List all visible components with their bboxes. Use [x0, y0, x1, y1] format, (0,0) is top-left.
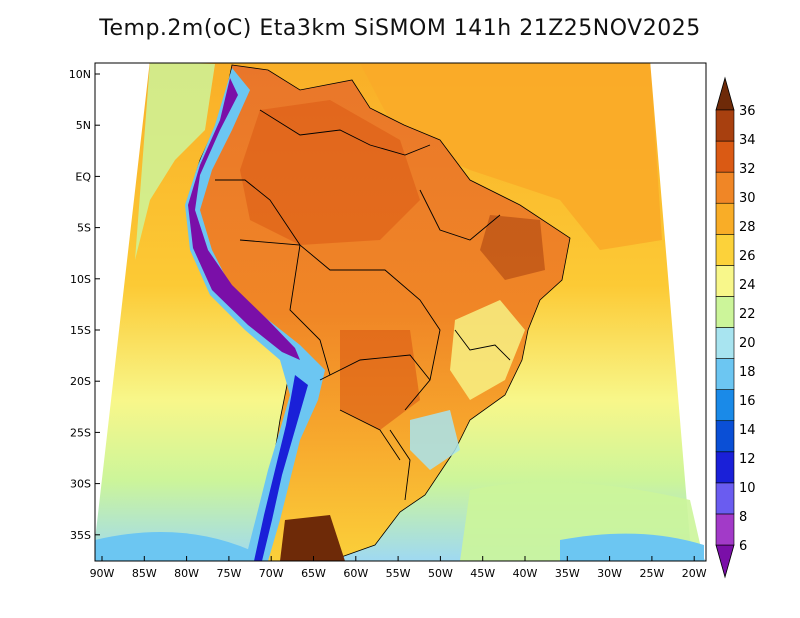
colorbar-segment — [715, 296, 735, 328]
hot-northeast-region — [480, 215, 545, 280]
colorbar-segment — [715, 171, 735, 204]
colorbar-segment — [715, 265, 735, 297]
colorbar-segment — [715, 451, 735, 484]
colorbar-segment — [715, 513, 735, 546]
lon-label: 85W — [132, 567, 157, 580]
lat-label: 20S — [70, 375, 91, 388]
longitude-axis: 90W 85W 80W 75W 70W 65W 60W 55W 50W 45W 40W 35W 30W 2… — [90, 556, 707, 580]
colorbar-segment — [715, 109, 735, 142]
lat-label: 35S — [70, 529, 91, 542]
colorbar-label: 22 — [739, 307, 756, 322]
colorbar-label: 10 — [739, 481, 756, 496]
colorbar-label: 36 — [739, 104, 756, 119]
colorbar-label: 28 — [739, 220, 756, 235]
lon-label: 75W — [216, 567, 241, 580]
lat-label: EQ — [75, 170, 91, 183]
colorbar-label: 18 — [739, 365, 756, 380]
lat-label: 5S — [77, 222, 91, 235]
colorbar-label: 16 — [739, 394, 756, 409]
lon-label: 70W — [259, 567, 284, 580]
colorbar-label: 20 — [739, 336, 756, 351]
hot-amazon-region — [240, 100, 420, 245]
andes-south-core — [254, 375, 308, 561]
hottest-patagonia-region — [280, 515, 345, 561]
lon-label: 80W — [174, 567, 199, 580]
colorbar-label: 34 — [739, 133, 756, 148]
colorbar-segment — [715, 202, 735, 235]
colorbar-label: 12 — [739, 452, 756, 467]
lon-label: 30W — [597, 567, 622, 580]
lat-label: 10N — [69, 68, 91, 81]
latitude-axis: 10N 5N EQ 5S 10S 15S 20S 25S 30S 35S — [69, 68, 100, 542]
lon-label: 90W — [90, 567, 115, 580]
map-title: Temp.2m(oC) Eta3km SiSMOM 141h 21Z25NOV2… — [99, 16, 701, 41]
colorbar-min-arrow — [715, 544, 735, 579]
country-borders — [215, 109, 511, 501]
colorbar-label: 6 — [739, 539, 747, 554]
cold-south-atlantic-edge — [560, 533, 704, 561]
colorbar-segment — [715, 358, 735, 390]
lon-label: 20W — [682, 567, 707, 580]
cool-south-brazil — [410, 410, 460, 470]
map-frame — [94, 62, 707, 562]
lon-label: 25W — [639, 567, 664, 580]
lat-label: 25S — [70, 426, 91, 439]
cool-pacific-region — [135, 63, 215, 260]
lat-label: 5N — [76, 119, 91, 132]
colorbar-segment — [715, 140, 735, 173]
lon-label: 35W — [555, 567, 580, 580]
colorbar-segment — [715, 327, 735, 359]
colorbar-segment — [715, 482, 735, 515]
colorbar-max-arrow — [715, 76, 735, 111]
colorbar-segment — [715, 420, 735, 453]
colorbar-label: 8 — [739, 510, 747, 525]
colorbar-label: 32 — [739, 162, 756, 177]
lon-label: 55W — [386, 567, 411, 580]
lat-label: 30S — [70, 478, 91, 491]
warm-atlantic-region — [360, 63, 662, 250]
cool-southeast-highlands — [450, 300, 525, 400]
andes-coldest-core — [188, 78, 300, 360]
colorbar-label: 24 — [739, 278, 756, 293]
colorbar-label: 14 — [739, 423, 756, 438]
lat-label: 15S — [70, 324, 91, 337]
colorbar-label: 26 — [739, 249, 756, 264]
lon-label: 40W — [513, 567, 538, 580]
lon-label: 45W — [470, 567, 495, 580]
colorbar-segment — [715, 233, 735, 266]
lat-label: 10S — [70, 273, 91, 286]
lon-label: 60W — [343, 567, 368, 580]
colorbar-segment — [715, 389, 735, 422]
hot-chaco-region — [340, 330, 420, 430]
colorbar: 6 8 10 12 14 16 18 20 22 24 26 28 30 32 34 36 — [715, 76, 756, 579]
lon-label: 50W — [428, 567, 453, 580]
map-domain — [95, 63, 706, 561]
lon-label: 65W — [301, 567, 326, 580]
colorbar-label: 30 — [739, 191, 756, 206]
cold-southern-ocean — [95, 532, 250, 561]
